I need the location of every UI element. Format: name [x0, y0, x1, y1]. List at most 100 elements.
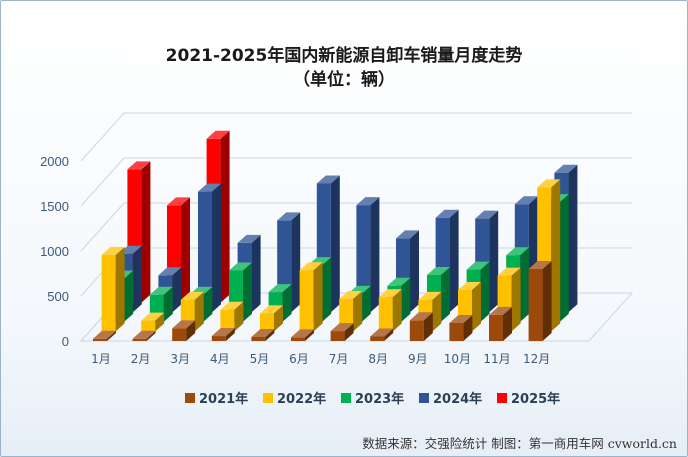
legend-label: 2025年: [511, 391, 560, 407]
bar-2021年-5月: [251, 328, 275, 341]
bar-side: [401, 277, 411, 322]
bar-top: [466, 261, 490, 270]
legend-swatch: [419, 393, 429, 403]
bar-side: [107, 330, 116, 341]
bar-front: [330, 331, 345, 341]
bar-top: [409, 312, 433, 321]
x-axis-ticks: 1月 2月 3月 4月 5月 6月 7月 8月 9月 10月 11月 12月: [91, 352, 550, 366]
bar-side: [146, 330, 156, 341]
legend-label: 2024年: [433, 391, 482, 407]
bar-side: [132, 245, 142, 313]
bar-top: [158, 267, 182, 276]
legend-label: 2022年: [277, 391, 326, 407]
bar-2022年-5月: [260, 305, 283, 332]
bar-2021年-2月: [132, 330, 156, 341]
bar-side: [423, 312, 433, 341]
legend: 2021年 2022年 2023年 2024年 2025年: [185, 391, 560, 407]
bar-top: [506, 247, 530, 256]
bar-top: [101, 246, 125, 255]
bar-side: [353, 291, 363, 332]
bar-side: [186, 320, 196, 341]
bar-side: [511, 267, 521, 332]
bar-side: [155, 312, 165, 332]
x-tick-label: 8月: [368, 352, 388, 366]
bar-side: [370, 197, 380, 313]
x-tick-label: 9月: [408, 352, 428, 366]
bar-top: [291, 329, 314, 338]
grid-line-diagonal: [80, 202, 125, 252]
bar-top: [220, 301, 244, 310]
bar-side: [551, 179, 561, 332]
bar-side: [392, 289, 402, 332]
bar-top: [127, 161, 151, 170]
bar-front: [260, 313, 274, 332]
bar-top: [260, 305, 283, 314]
bar-2021年-4月: [211, 328, 235, 341]
bar-top: [132, 330, 156, 339]
bar-side: [520, 247, 530, 322]
y-tick-label: 1500: [40, 199, 69, 214]
legend-swatch: [341, 393, 351, 403]
bar-top: [198, 183, 221, 192]
bar-2021年-10月: [449, 315, 473, 341]
bar-front: [101, 254, 116, 332]
bar-side: [291, 212, 301, 313]
y-tick-label: 0: [62, 334, 69, 349]
bar-side: [441, 267, 450, 322]
bar-side: [234, 301, 244, 332]
bar-top: [370, 328, 394, 337]
bar-front: [220, 309, 235, 332]
x-tick-label: 11月: [483, 352, 510, 366]
legend-swatch: [263, 393, 273, 403]
bar-front: [172, 328, 187, 341]
bar-2024年-7月: [356, 197, 380, 313]
bar-front: [132, 338, 147, 341]
x-tick-label: 4月: [210, 352, 230, 366]
bar-top: [449, 315, 473, 323]
grid-line-diagonal: [80, 157, 125, 207]
bar-top: [172, 320, 196, 329]
bar-top: [229, 262, 252, 271]
bar-front: [409, 320, 424, 341]
y-tick-label: 1000: [40, 244, 69, 259]
bar-top: [268, 284, 292, 293]
bar-side: [344, 323, 354, 341]
bar-2024年-3月: [198, 183, 221, 313]
bar-side: [115, 246, 125, 332]
bar-top: [418, 291, 442, 300]
grid-line-diagonal: [80, 112, 125, 162]
bar-side: [568, 164, 578, 313]
bar-side: [172, 267, 182, 313]
bar-side: [243, 262, 252, 322]
bar-front: [93, 338, 107, 341]
bar-top: [93, 330, 116, 339]
bar-top: [554, 164, 578, 173]
bar-2022年-4月: [220, 301, 244, 332]
bar-top: [537, 179, 561, 188]
legend-label: 2023年: [355, 391, 404, 407]
bar-side: [305, 329, 314, 341]
bar-side: [265, 328, 275, 341]
bar-side: [251, 234, 261, 313]
bar-2021年-9月: [409, 312, 433, 341]
x-tick-label: 2月: [131, 352, 151, 366]
bar-2021年-12月: [528, 261, 552, 341]
bar-side: [124, 270, 134, 322]
bar-2022年-8月: [378, 289, 402, 332]
bar-front: [528, 269, 543, 341]
bar-2022年-1月: [101, 246, 125, 332]
bar-top: [330, 323, 354, 332]
bar-side: [410, 230, 419, 313]
bar-front: [291, 337, 305, 341]
bar-side: [503, 306, 512, 341]
bar-top: [141, 312, 165, 321]
bar-front: [141, 320, 156, 332]
bar-side: [542, 261, 552, 341]
bar-top: [211, 328, 235, 337]
bar-top: [180, 291, 204, 300]
bar-top: [378, 289, 402, 298]
bar-front: [378, 297, 393, 332]
bar-2022年-6月: [299, 262, 323, 332]
bar-side: [141, 161, 151, 303]
